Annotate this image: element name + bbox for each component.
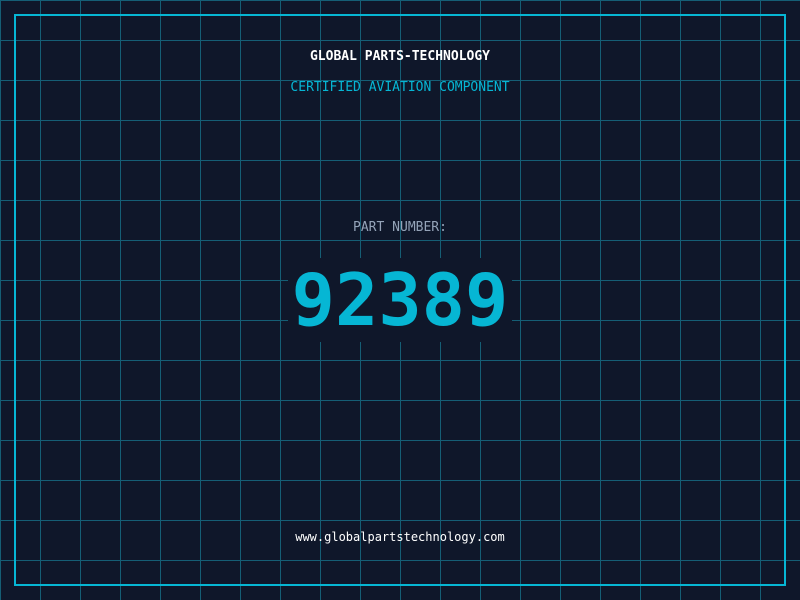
border-frame (14, 14, 786, 586)
part-number-value: 92389 (287, 258, 513, 342)
part-number: 92389 (0, 256, 800, 344)
company-name: GLOBAL PARTS-TECHNOLOGY (309, 49, 490, 64)
certification-subtitle: CERTIFIED AVIATION COMPONENT (290, 80, 510, 95)
part-number-label: PART NUMBER: (353, 220, 447, 235)
website-url: www.globalpartstechnology.com (295, 530, 505, 544)
